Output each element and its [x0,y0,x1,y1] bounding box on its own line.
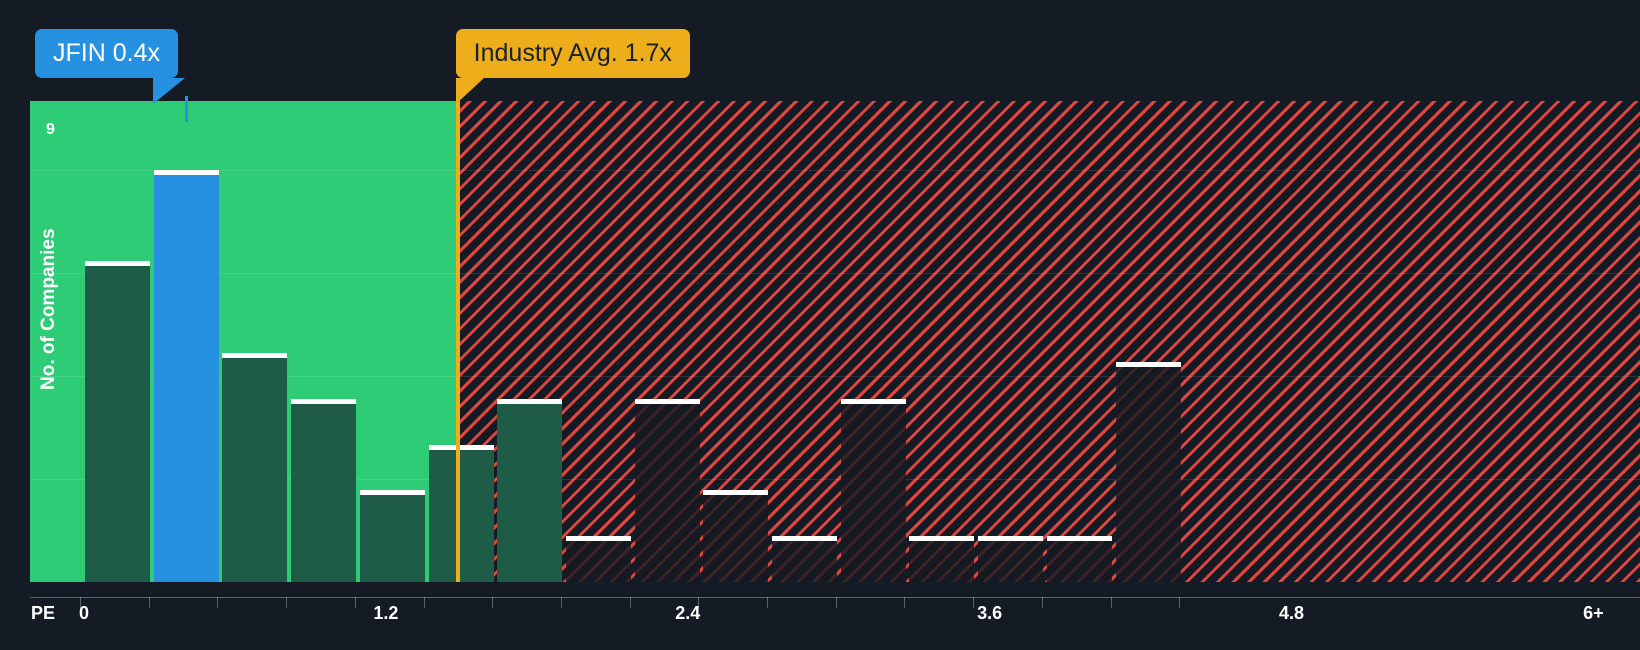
x-axis-tick [1110,597,1112,608]
y-axis-title: No. of Companies [38,228,59,390]
bar-cap [1115,362,1181,368]
x-axis-tick [286,597,288,608]
x-axis-tick-label: 4.8 [1278,603,1305,623]
bar-body [153,174,219,582]
bar-cap [222,352,288,358]
bar[interactable] [978,536,1044,582]
gridline [30,169,1640,171]
x-axis-tick [148,597,150,608]
bar[interactable] [222,352,288,582]
bar-body [772,541,837,582]
bar-cap [909,536,975,542]
bar[interactable] [909,536,975,582]
industry-average-line [455,101,460,582]
x-axis-tick-label: 0 [78,603,90,623]
x-axis-tick-label: 2.4 [675,603,701,623]
bar-cap [840,398,906,404]
company-callout-stem [185,96,189,122]
bar-body [85,266,150,582]
x-axis-tick [835,597,837,608]
bar-cap [565,536,631,542]
gridline [30,272,1640,274]
bar-body [703,495,769,582]
company-callout-tail [153,78,186,104]
bar-cap [497,398,563,404]
bar-body [634,403,700,582]
plot-area [30,101,1640,582]
x-axis-tick [904,597,906,608]
bar[interactable] [291,398,357,582]
bar[interactable] [359,490,425,582]
x-axis-line [30,597,1640,598]
bar-cap [703,490,769,496]
bar-cap [291,398,357,404]
x-axis-tick [629,597,631,608]
bar[interactable] [703,490,769,582]
bar-body [1046,541,1112,582]
x-axis-tick [767,597,768,608]
bar-cap [153,169,219,175]
x-axis-tick-label: 1.2 [373,603,399,623]
x-axis-title: PE [31,603,56,623]
x-axis-tick-label: 6+ [1583,603,1604,623]
industry-callout-tail [455,78,484,104]
x-axis-tick [1179,597,1181,608]
bar-body [565,541,631,582]
bar-cap [772,536,837,542]
bar-body [291,403,357,582]
bar-body [978,541,1044,582]
bar-body [909,541,975,582]
bar-cap [1046,536,1112,542]
bar-body [222,357,288,582]
gridline [30,478,1640,480]
y-axis-max-label: 9 [46,121,55,138]
x-axis-tick [973,597,975,608]
bar-cap [428,444,494,450]
bar-body [497,403,563,582]
bar-body [359,495,425,582]
x-axis-tick [1041,597,1043,608]
bar-body [840,403,906,582]
bar-body [1115,367,1181,582]
bar[interactable] [565,536,631,582]
overvalued-zone [457,101,1640,582]
bar[interactable] [840,398,906,582]
x-axis-tick-label: 3.6 [977,603,1003,623]
bar-body [428,449,494,582]
industry-callout[interactable]: Industry Avg. 1.7x [455,29,690,78]
x-axis-tick [423,597,425,608]
bar-cap [978,536,1044,542]
bar[interactable] [772,536,837,582]
x-axis-tick [698,597,700,608]
bar[interactable] [428,444,494,582]
bar[interactable] [1046,536,1112,582]
company-callout[interactable]: JFIN 0.4x [35,29,178,78]
bar-highlighted[interactable] [153,169,219,582]
bar-cap [634,398,700,404]
x-axis-tick [80,597,81,608]
bar[interactable] [497,398,563,582]
x-axis-tick [560,597,562,608]
bar[interactable] [85,261,150,582]
gridline [30,375,1640,377]
x-axis-tick [492,597,494,608]
bar-cap [85,261,150,267]
x-axis-tick [217,597,219,608]
x-axis-tick [354,597,356,608]
bar[interactable] [634,398,700,582]
bar[interactable] [1115,362,1181,582]
bar-cap [359,490,425,496]
